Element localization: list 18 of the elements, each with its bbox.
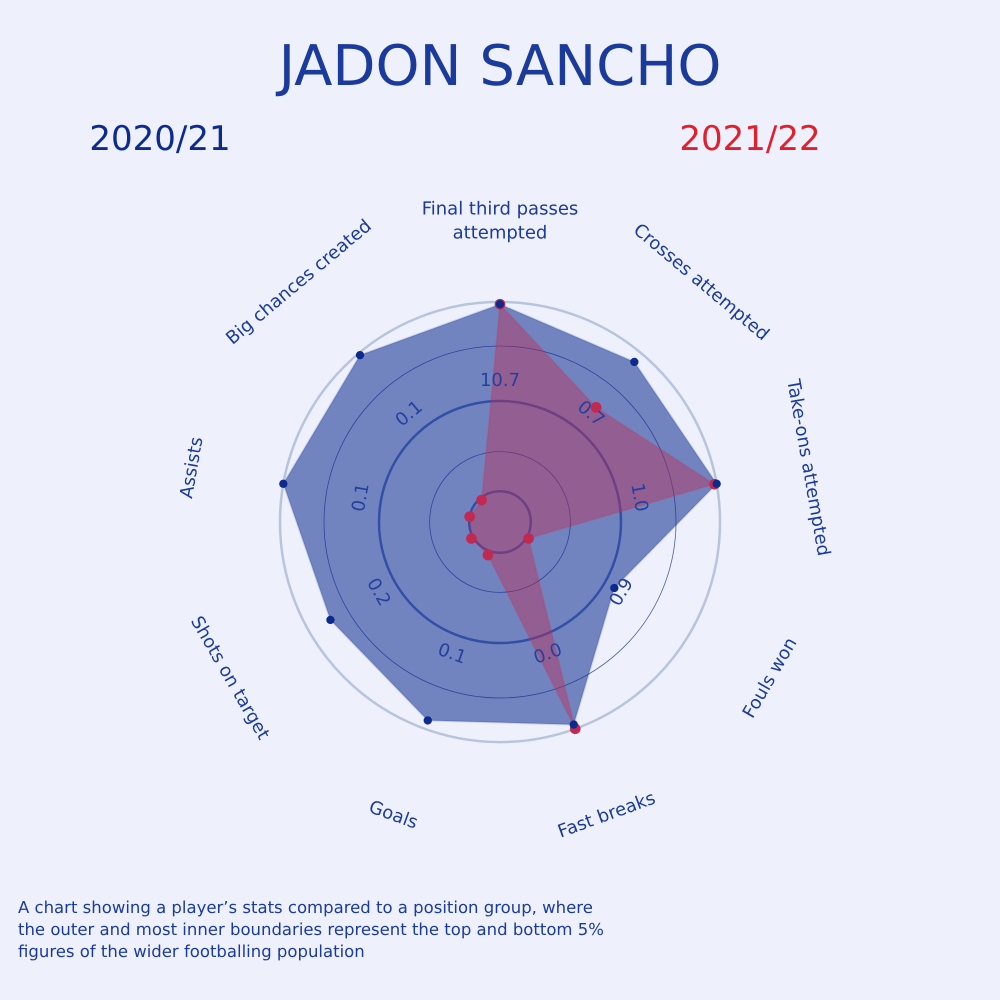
text: 1.0 bbox=[626, 482, 652, 514]
spoke-label: Goals bbox=[366, 796, 421, 834]
text: 0.1 bbox=[434, 639, 470, 669]
chart-title: JADON SANCHO bbox=[276, 34, 722, 99]
text: 0.2 bbox=[362, 574, 395, 610]
text: A chart showing a player’s stats compared to a position group, where the outer and most inner boundaries represent the top and bottom 5% figures of the wider footballing population bbox=[18, 898, 604, 961]
text: 0.7 bbox=[573, 396, 609, 432]
spoke-label: Assists bbox=[176, 435, 208, 500]
text: 0.1 bbox=[391, 396, 427, 432]
text: 0.1 bbox=[348, 482, 374, 514]
text: 10.7 bbox=[480, 370, 520, 392]
text: 2021/22 bbox=[679, 119, 821, 159]
spoke-label: Final third passes attempted bbox=[422, 198, 578, 244]
text: 0.9 bbox=[605, 574, 638, 610]
spoke-label: Take-ons attempted bbox=[782, 376, 834, 558]
text: 2020/21 bbox=[89, 119, 231, 159]
spoke-label: Fast breaks bbox=[555, 788, 658, 842]
text: 0.0 bbox=[530, 639, 566, 669]
